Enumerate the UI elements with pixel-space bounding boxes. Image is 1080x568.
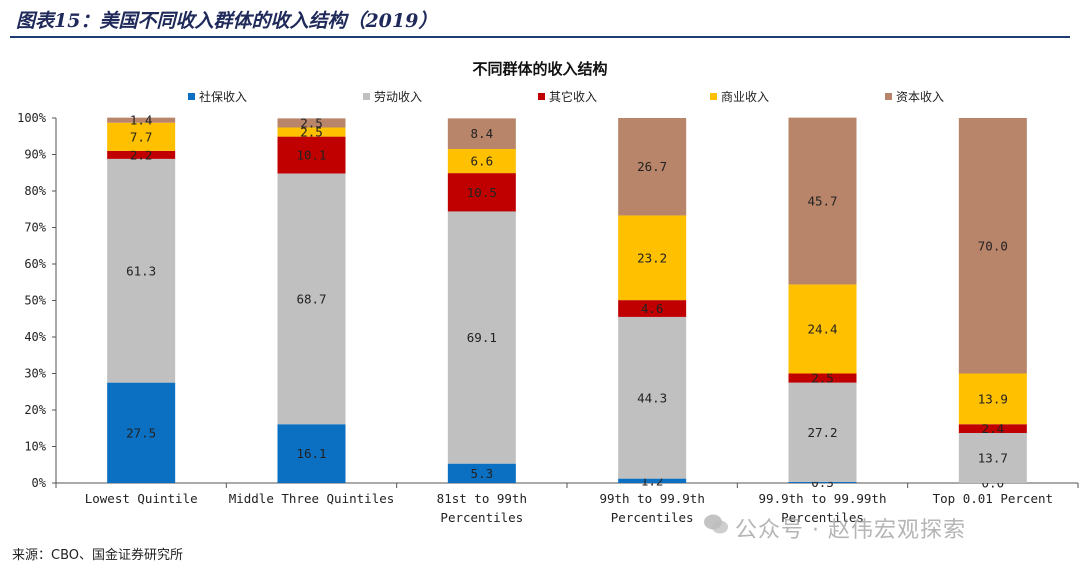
bar-segment [107,117,176,123]
data-label: 4.6 [641,301,664,316]
data-label: 10.1 [296,148,326,163]
bar-segment [618,300,687,317]
chart-title: 不同群体的收入结构 [472,60,608,78]
bar-segment [618,478,687,483]
x-category-label: 81st to 99th [437,491,527,506]
bar-segment [277,136,346,174]
legend-label: 其它收入 [549,89,597,104]
x-category-label: Percentiles [611,510,694,525]
x-category-label: 99.9th to 99.99th [759,491,887,506]
legend-label: 商业收入 [721,89,769,104]
legend-swatch [538,93,545,100]
data-label: 2.5 [300,115,323,130]
bar-segment [447,149,516,174]
header-divider [10,36,1070,38]
y-tick-label: 50% [24,294,46,308]
bar-segment [788,284,857,374]
data-label: 27.2 [807,425,837,440]
data-label: 2.5 [811,371,834,386]
x-category-label: Percentiles [440,510,523,525]
data-label: 68.7 [296,291,326,306]
bar-segment [107,158,176,383]
y-tick-label: 20% [24,403,46,417]
data-label: 10.5 [467,185,497,200]
bar-segment [618,215,687,301]
figure-title: 图表15：美国不同收入群体的收入结构（2019） [16,10,438,32]
data-label: 13.7 [978,450,1008,465]
legend-label: 劳动收入 [374,90,422,104]
data-label: 16.1 [296,446,326,461]
bar-segment [277,127,346,137]
data-label: 61.3 [126,263,156,278]
y-tick-label: 70% [24,221,46,235]
data-label: 2.2 [130,147,153,162]
data-label: 24.4 [807,321,837,336]
bar-segment [277,424,346,483]
wechat-icon [704,514,728,534]
data-label: 7.7 [130,129,153,144]
x-category-label: Middle Three Quintiles [229,491,395,506]
data-label: 13.9 [978,391,1008,406]
data-label: 45.7 [807,194,837,209]
bar-segment [107,150,176,159]
bar-segment [788,382,857,482]
y-tick-label: 90% [24,148,46,162]
y-tick-label: 10% [24,440,46,454]
data-label: 8.4 [471,126,494,141]
bar-segment [788,117,857,285]
y-tick-label: 100% [17,111,47,125]
bar-segment [958,118,1027,374]
data-label: 5.3 [471,466,494,481]
x-category-label: Lowest Quintile [85,491,198,506]
bar-segment [958,424,1027,433]
watermark: 公众号 · 赵伟宏观探索 [735,518,966,543]
data-label: 23.2 [637,250,667,265]
x-category-label: Percentiles [781,510,864,525]
data-label: 2.4 [982,421,1005,436]
bar-segment [618,316,687,479]
data-label: 27.5 [126,425,156,440]
bar-segment [788,481,857,483]
data-label: 69.1 [467,330,497,345]
bar-segment [107,382,176,483]
legend-swatch [363,93,370,100]
bar-segment [447,463,516,483]
data-label: 6.6 [471,154,494,169]
legend-label: 资本收入 [896,90,944,104]
legend-swatch [885,93,892,100]
bar-segment [958,373,1027,425]
bar-segment [958,432,1027,483]
legend-label: 社保收入 [199,89,247,104]
y-tick-label: 80% [24,184,46,198]
bar-segment [107,122,176,151]
y-tick-label: 40% [24,330,46,344]
x-category-label: Top 0.01 Percent [933,491,1053,506]
bar-segment [447,173,516,212]
data-label: 1.4 [130,113,153,128]
source-note: 来源：CBO、国金证券研究所 [12,548,183,563]
bar-segment [447,211,516,464]
data-label: 70.0 [978,238,1008,253]
data-label: 26.7 [637,159,667,174]
bar-segment [277,173,346,425]
data-label: 44.3 [637,390,667,405]
bar-segment [447,118,516,150]
legend-swatch [188,93,195,100]
x-category-label: 99th to 99.9th [599,491,704,506]
data-label: 2.5 [300,125,323,140]
figure-header: 图表15：美国不同收入群体的收入结构（2019） [0,0,1080,40]
y-tick-label: 0% [32,476,47,490]
y-tick-label: 30% [24,367,46,381]
bar-segment [618,118,687,216]
bar-segment [788,373,857,383]
y-tick-label: 60% [24,257,46,271]
legend-swatch [710,93,717,100]
bar-segment [277,118,346,128]
